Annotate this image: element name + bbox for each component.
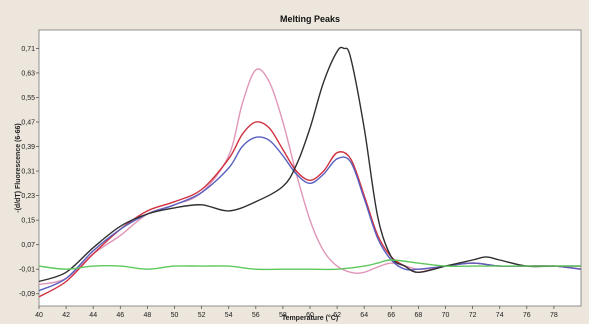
series-line-5 [38, 259, 581, 271]
x-tick-label: 74 [496, 312, 504, 319]
x-tick-label: 46 [116, 312, 124, 319]
y-tick-label: 0,07 [21, 242, 35, 249]
x-tick-label: 78 [550, 312, 558, 319]
x-tick-label: 44 [89, 312, 97, 319]
x-tick-label: 70 [442, 312, 450, 319]
series-line-3 [38, 136, 582, 292]
x-tick-label: 66 [387, 312, 395, 319]
plot-area [38, 29, 582, 307]
x-tick-label: 58 [279, 312, 287, 319]
y-tick-label: 0,23 [21, 193, 35, 200]
x-tick-label: 54 [225, 312, 233, 319]
y-axis-ticks: 0,71 0,63 0,55 0,47 0,39 0,31 0,23 0,15 0,07 -0,0… [19, 46, 39, 298]
y-tick-label: -0,09 [19, 291, 35, 298]
y-tick-label: 0,71 [21, 46, 35, 53]
y-tick-label: 0,63 [21, 70, 35, 77]
x-tick-label: 40 [35, 312, 43, 319]
y-tick-label: 0,31 [21, 169, 35, 176]
series-layer [38, 46, 582, 298]
x-tick-label: 42 [62, 312, 70, 319]
y-tick-label: -0,01 [19, 267, 35, 274]
series-line-4 [38, 46, 581, 283]
y-tick-label: 0,15 [21, 218, 35, 225]
y-axis-label: -(d/dT) Fluorescence (6-66) [15, 123, 22, 212]
chart-title: Melting Peaks [280, 14, 340, 24]
x-tick-label: 64 [360, 312, 368, 319]
x-tick-label: 60 [306, 312, 314, 319]
x-tick-label: 72 [469, 312, 477, 319]
x-tick-label: 50 [171, 312, 179, 319]
y-tick-label: 0,55 [21, 95, 35, 102]
x-tick-label: 48 [144, 312, 152, 319]
x-tick-label: 56 [252, 312, 260, 319]
x-axis-ticks: 40 42 44 46 48 50 52 54 56 58 60 62 64 66 68 70 72 74 76 78 [35, 306, 558, 319]
y-tick-label: 0,39 [21, 144, 35, 151]
x-tick-label: 76 [523, 312, 531, 319]
x-axis-label: Temperature (°C) [282, 314, 338, 322]
x-tick-label: 52 [198, 312, 206, 319]
x-tick-label: 68 [415, 312, 423, 319]
x-tick-label: 62 [333, 312, 341, 319]
y-tick-label: 0,47 [21, 120, 35, 127]
